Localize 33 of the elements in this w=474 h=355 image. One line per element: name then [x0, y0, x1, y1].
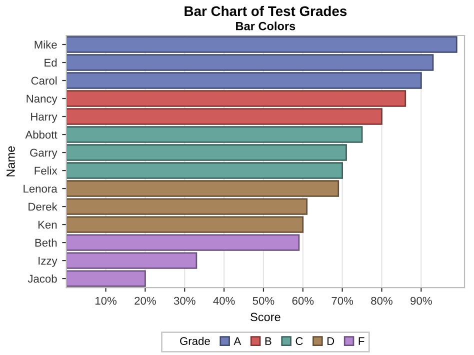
- x-tick-label: 60%: [292, 296, 314, 305]
- x-tick-label: 40%: [213, 296, 235, 305]
- y-tick-label: Lenora: [24, 184, 58, 193]
- y-tick-label: Ed: [44, 58, 57, 67]
- legend-label: B: [265, 337, 272, 345]
- chart-title: Bar Chart of Test Grades: [184, 6, 347, 16]
- y-tick-label: Felix: [34, 166, 58, 175]
- x-tick-label: 70%: [332, 296, 354, 305]
- y-tick-label: Harry: [31, 112, 58, 123]
- y-tick-label: Jacob: [28, 274, 57, 283]
- legend-title: Grade: [180, 336, 210, 346]
- y-tick-label: Izzy: [38, 256, 58, 267]
- y-tick-label: Nancy: [26, 94, 58, 105]
- x-tick-label: 50%: [252, 296, 274, 305]
- y-tick-label: Derek: [28, 202, 58, 211]
- legend-label: F: [358, 337, 364, 345]
- y-tick-label: Garry: [30, 148, 58, 159]
- x-tick-label: 30%: [174, 296, 196, 305]
- y-tick-label: Abbott: [25, 130, 58, 139]
- legend-label: C: [296, 337, 303, 346]
- x-tick-label: 10%: [96, 296, 117, 305]
- legend-label: D: [327, 337, 334, 345]
- x-tick-label: 80%: [371, 296, 392, 305]
- chart-subtitle: Bar Colors: [236, 22, 296, 30]
- y-tick-label: Mike: [34, 40, 57, 49]
- x-tick-label: 90%: [410, 296, 432, 305]
- y-tick-label: Carol: [31, 76, 57, 85]
- x-tick-label: 20%: [134, 296, 156, 305]
- x-axis-title: Score: [250, 312, 280, 322]
- y-axis-title: Name: [6, 146, 15, 176]
- y-tick-label: Ken: [38, 220, 57, 229]
- legend-label: A: [234, 337, 242, 345]
- y-tick-label: Beth: [35, 238, 57, 247]
